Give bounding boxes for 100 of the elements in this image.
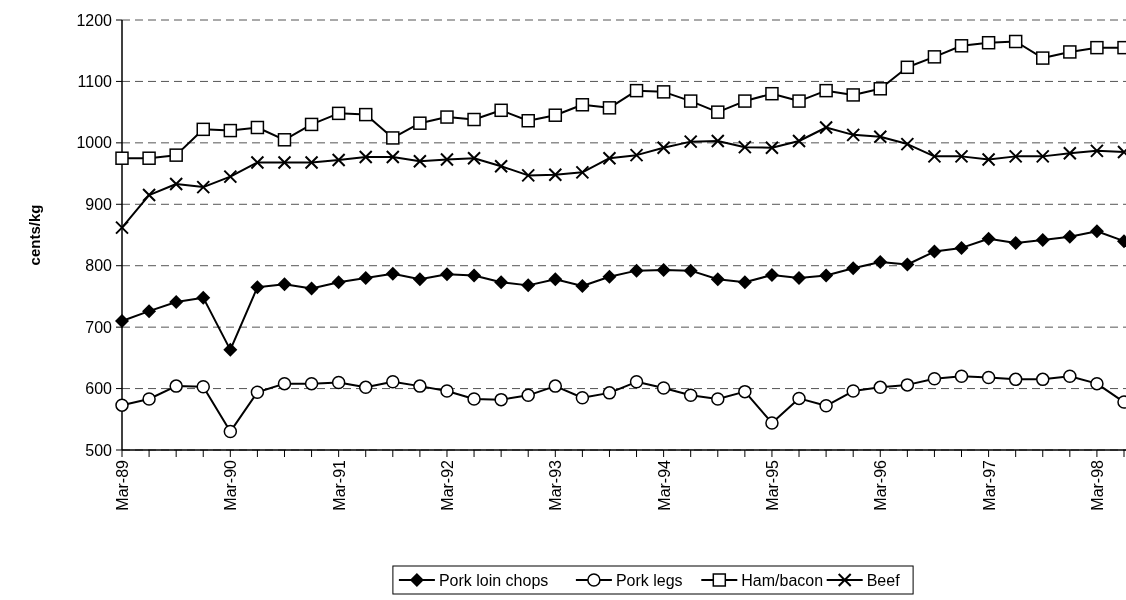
point <box>629 148 644 163</box>
point <box>196 122 210 137</box>
point <box>494 103 508 118</box>
point <box>277 277 292 292</box>
point <box>494 392 508 407</box>
point <box>900 257 915 272</box>
point <box>277 376 292 391</box>
point <box>331 153 346 168</box>
point <box>792 94 806 108</box>
point <box>954 39 969 53</box>
point <box>169 294 184 309</box>
point <box>575 98 590 112</box>
point <box>1036 51 1050 65</box>
x-tick-label: Mar-91 <box>330 459 348 511</box>
point <box>873 255 888 270</box>
point <box>439 267 454 282</box>
legend-label: Ham/bacon <box>741 571 824 589</box>
point <box>196 290 211 305</box>
point <box>358 107 373 122</box>
point <box>250 385 265 400</box>
point <box>169 177 184 192</box>
y-tick-label: 500 <box>85 441 113 459</box>
point <box>386 131 400 145</box>
point <box>521 113 535 128</box>
point <box>575 165 590 180</box>
point <box>710 134 725 149</box>
legend-label: Beef <box>866 571 901 589</box>
point <box>494 275 509 290</box>
point <box>738 384 752 399</box>
point <box>1090 376 1104 391</box>
point <box>1090 40 1104 55</box>
point <box>413 379 427 393</box>
point <box>548 379 563 393</box>
point <box>575 391 590 405</box>
point <box>115 398 129 412</box>
point <box>412 272 427 287</box>
point <box>981 152 996 167</box>
point <box>1089 224 1104 239</box>
point <box>521 388 535 403</box>
point <box>927 244 942 259</box>
point <box>331 275 346 290</box>
point <box>792 134 807 149</box>
point <box>737 140 752 155</box>
point <box>277 133 292 147</box>
point <box>711 105 725 119</box>
point <box>1062 146 1077 161</box>
point <box>331 106 346 121</box>
point <box>467 112 481 127</box>
point <box>792 271 807 285</box>
point <box>439 152 454 167</box>
point <box>846 261 861 276</box>
point <box>169 379 183 393</box>
point <box>819 120 834 135</box>
point <box>467 151 482 166</box>
point <box>792 391 806 406</box>
point <box>765 416 779 430</box>
point <box>196 379 210 394</box>
point <box>142 188 157 203</box>
point <box>467 268 482 283</box>
point <box>1008 149 1023 164</box>
point <box>629 263 644 278</box>
y-tick-label: 700 <box>85 318 113 336</box>
x-tick-label: Mar-95 <box>763 459 781 511</box>
point <box>575 278 590 293</box>
point <box>331 375 346 390</box>
y-tick-label: 1200 <box>76 11 113 29</box>
point <box>1008 34 1023 49</box>
point <box>1063 369 1077 384</box>
y-axis-title: cents/kg <box>26 204 43 266</box>
x-tick-label: Mar-92 <box>438 459 456 511</box>
point <box>358 149 373 164</box>
x-tick-label: Mar-90 <box>222 459 240 511</box>
point <box>1008 235 1023 250</box>
point <box>819 399 833 413</box>
point <box>764 140 779 155</box>
point <box>819 268 834 283</box>
legend-label: Pork legs <box>615 571 683 589</box>
point <box>304 376 319 391</box>
point <box>1062 229 1077 244</box>
point <box>385 266 400 281</box>
point <box>386 375 400 389</box>
point <box>981 370 996 385</box>
point <box>304 117 319 132</box>
point <box>142 392 156 406</box>
point <box>223 342 238 357</box>
point <box>223 424 238 439</box>
point <box>629 83 644 98</box>
point <box>1036 372 1050 387</box>
point <box>277 155 292 170</box>
point <box>765 86 779 101</box>
y-tick-label: 1000 <box>76 134 113 152</box>
point <box>656 140 671 155</box>
point <box>819 83 833 98</box>
point <box>602 101 617 115</box>
point <box>413 116 427 130</box>
point <box>873 129 888 144</box>
point <box>1089 143 1104 158</box>
point <box>250 155 265 170</box>
point <box>738 94 752 108</box>
point <box>304 155 319 170</box>
